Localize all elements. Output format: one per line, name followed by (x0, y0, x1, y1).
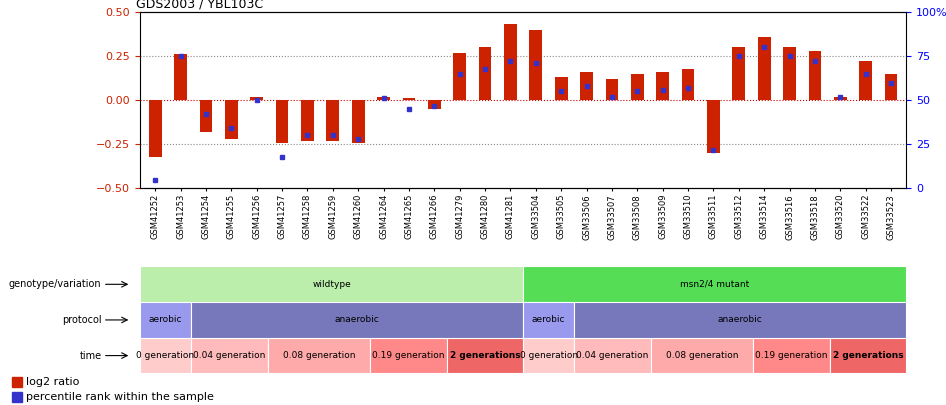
Bar (523, 302, 574, 338)
Text: 0.08 generation: 0.08 generation (666, 351, 738, 360)
Bar (377, 97, 390, 100)
Bar (580, 72, 593, 100)
Text: protocol: protocol (61, 315, 101, 325)
Bar (370, 338, 447, 373)
Bar (574, 302, 906, 338)
Text: 0.08 generation: 0.08 generation (283, 351, 355, 360)
Text: anaerobic: anaerobic (718, 315, 762, 324)
Bar (352, 100, 364, 143)
Bar (140, 338, 191, 373)
Text: 0 generation: 0 generation (519, 351, 578, 360)
Text: aerobic: aerobic (532, 315, 566, 324)
Bar (809, 51, 821, 100)
Bar (251, 97, 263, 100)
Text: log2 ratio: log2 ratio (26, 377, 79, 387)
Bar (830, 338, 906, 373)
Text: genotype/variation: genotype/variation (9, 279, 101, 289)
Bar (453, 53, 466, 100)
Bar (140, 302, 191, 338)
Bar (268, 338, 370, 373)
Text: GDS2003 / YBL103C: GDS2003 / YBL103C (136, 0, 263, 11)
Text: anaerobic: anaerobic (335, 315, 379, 324)
Text: 0.04 generation: 0.04 generation (576, 351, 649, 360)
Bar (523, 338, 574, 373)
Bar (504, 24, 517, 100)
Bar (574, 338, 651, 373)
Text: msn2/4 mutant: msn2/4 mutant (680, 280, 749, 289)
Bar (859, 62, 872, 100)
Bar (783, 47, 796, 100)
Bar (753, 338, 830, 373)
Bar (225, 100, 237, 139)
Bar (174, 54, 187, 100)
Bar (682, 68, 694, 100)
Bar (403, 98, 415, 100)
Text: 0.19 generation: 0.19 generation (372, 351, 445, 360)
Bar (657, 72, 669, 100)
Bar (885, 74, 898, 100)
Bar (555, 77, 568, 100)
Bar (447, 338, 523, 373)
Text: 0 generation: 0 generation (136, 351, 195, 360)
Text: 2 generations: 2 generations (832, 351, 903, 360)
Bar (301, 100, 314, 141)
Bar (191, 338, 268, 373)
Bar (479, 47, 491, 100)
Text: percentile rank within the sample: percentile rank within the sample (26, 392, 214, 402)
Bar (191, 302, 523, 338)
Bar (149, 100, 162, 157)
Text: aerobic: aerobic (149, 315, 183, 324)
Bar (530, 30, 542, 100)
Bar (200, 100, 212, 132)
Bar (631, 74, 643, 100)
Text: wildtype: wildtype (312, 280, 351, 289)
Bar (834, 97, 847, 100)
Bar (428, 100, 441, 109)
Text: time: time (79, 351, 101, 360)
Text: 0.04 generation: 0.04 generation (193, 351, 266, 360)
Text: 0.19 generation: 0.19 generation (755, 351, 828, 360)
Text: 2 generations: 2 generations (449, 351, 520, 360)
Bar (523, 266, 906, 302)
Bar (326, 100, 340, 141)
Bar (140, 266, 523, 302)
Bar (758, 37, 771, 100)
Bar (651, 338, 753, 373)
Bar (605, 79, 619, 100)
Bar (732, 47, 745, 100)
Bar (707, 100, 720, 153)
Bar (275, 100, 289, 143)
